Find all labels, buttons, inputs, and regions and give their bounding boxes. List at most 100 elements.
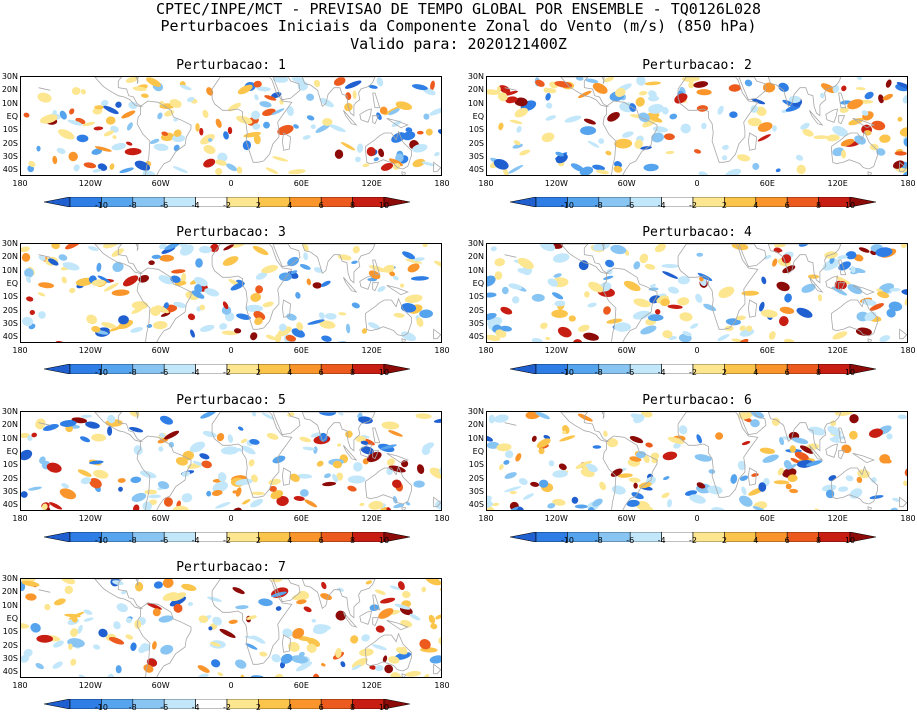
wind-perturbation-blob xyxy=(340,142,356,151)
wind-perturbation-blob xyxy=(902,171,907,175)
wind-perturbation-blob xyxy=(878,94,884,104)
wind-perturbation-blob xyxy=(236,166,243,174)
wind-perturbation-blob xyxy=(679,312,693,322)
coastline xyxy=(738,77,767,101)
wind-perturbation-blob xyxy=(845,475,854,482)
wind-perturbation-blob xyxy=(264,95,277,101)
wind-perturbation-blob xyxy=(496,86,501,94)
wind-perturbation-blob xyxy=(902,94,907,104)
coastline xyxy=(504,422,517,426)
wind-perturbation-blob xyxy=(155,305,169,314)
latitude-label: 20S xyxy=(468,305,484,315)
colorbar-label: 10 xyxy=(378,536,390,545)
wind-perturbation-blob xyxy=(96,262,102,272)
wind-perturbation-blob xyxy=(21,246,30,253)
wind-perturbation-blob xyxy=(223,244,234,251)
wind-perturbation-blob xyxy=(535,412,550,420)
wind-perturbation-blob xyxy=(421,446,431,456)
coastline xyxy=(747,467,758,486)
wind-perturbation-blob xyxy=(191,290,205,299)
wind-perturbation-blob xyxy=(784,293,792,303)
wind-perturbation-blob xyxy=(850,265,856,274)
colorbar-label: -4 xyxy=(657,201,666,210)
wind-perturbation-blob xyxy=(142,501,152,510)
colorbar-label: 10 xyxy=(844,536,856,545)
wind-perturbation-blob xyxy=(293,124,299,129)
wind-perturbation-blob xyxy=(388,465,406,473)
wind-perturbation-blob xyxy=(333,77,346,86)
wind-perturbation-blob xyxy=(252,245,269,256)
wind-perturbation-blob xyxy=(892,160,905,169)
coastline xyxy=(38,422,51,426)
wind-perturbation-blob xyxy=(677,275,690,285)
colorbar-label: -8 xyxy=(128,703,137,712)
wind-perturbation-blob xyxy=(113,621,121,630)
wind-perturbation-blob xyxy=(507,164,524,174)
coastline xyxy=(211,412,293,498)
wind-perturbation-blob xyxy=(503,90,518,96)
colorbar-label: -10 xyxy=(560,368,574,377)
wind-perturbation-blob xyxy=(430,623,438,630)
wind-perturbation-blob xyxy=(158,433,166,438)
wind-perturbation-blob xyxy=(558,463,567,471)
wind-perturbation-blob xyxy=(319,432,328,442)
wind-perturbation-blob xyxy=(59,488,77,500)
colorbar-label: -8 xyxy=(128,536,137,545)
wind-perturbation-blob xyxy=(498,464,504,471)
header-line-3: Valido para: 2020121400Z xyxy=(350,35,567,53)
latitude-label: 30N xyxy=(1,72,18,81)
wind-perturbation-blob xyxy=(302,135,311,140)
wind-perturbation-blob xyxy=(365,580,373,585)
coastline xyxy=(211,77,293,163)
wind-perturbation-blob xyxy=(143,664,154,673)
wind-perturbation-blob xyxy=(221,305,232,315)
colorbar-label: -10 xyxy=(94,201,108,210)
latitude-label: 40S xyxy=(468,165,484,175)
longitude-label: 60E xyxy=(293,179,309,188)
wind-perturbation-blob xyxy=(516,126,522,133)
wind-perturbation-blob xyxy=(429,107,441,116)
wind-perturbation-blob xyxy=(423,113,430,120)
colorbar-swatch xyxy=(383,196,411,208)
wind-perturbation-blob xyxy=(134,619,142,629)
wind-perturbation-blob xyxy=(585,463,598,473)
colorbar: -10 -8 -6 -4 -2 2 4 6 8 10 xyxy=(43,359,411,379)
longitude-label: 0 xyxy=(694,179,700,188)
coastline xyxy=(359,108,373,123)
latitude-label: EQ xyxy=(6,278,18,288)
latitude-label: 40S xyxy=(468,500,484,510)
wind-perturbation-blob xyxy=(271,108,285,116)
wind-perturbation-blob xyxy=(564,115,582,123)
wind-perturbation-blob xyxy=(199,245,212,254)
wind-perturbation-blob xyxy=(897,414,907,420)
wind-perturbation-blob xyxy=(80,88,86,95)
wind-perturbation-blob xyxy=(587,507,595,510)
wind-perturbation-blob xyxy=(632,310,651,320)
wind-perturbation-blob xyxy=(849,430,858,440)
wind-perturbation-blob xyxy=(662,330,673,339)
wind-perturbation-blob xyxy=(259,651,268,657)
wind-perturbation-blob xyxy=(775,168,781,173)
wind-perturbation-blob xyxy=(299,436,312,443)
wind-perturbation-blob xyxy=(340,661,346,668)
wind-perturbation-blob xyxy=(250,332,258,341)
wind-perturbation-blob xyxy=(487,435,493,442)
wind-perturbation-blob xyxy=(306,643,317,653)
wind-perturbation-blob xyxy=(383,264,395,273)
wind-perturbation-blob xyxy=(724,168,742,175)
wind-perturbation-blob xyxy=(347,485,357,492)
wind-perturbation-blob xyxy=(889,287,901,292)
wind-perturbation-blob xyxy=(776,281,790,292)
wind-perturbation-blob xyxy=(379,106,388,115)
latitude-label: EQ xyxy=(472,446,484,456)
wind-perturbation-blob xyxy=(366,147,376,157)
panel-title: Perturbacao: 6 xyxy=(642,393,752,408)
colorbar-label: -4 xyxy=(657,536,666,545)
wind-perturbation-blob xyxy=(101,322,117,329)
wind-perturbation-blob xyxy=(821,83,836,94)
wind-perturbation-blob xyxy=(519,149,531,156)
wind-perturbation-blob xyxy=(575,460,592,469)
wind-perturbation-blob xyxy=(274,673,284,677)
wind-perturbation-blob xyxy=(124,147,142,156)
coastline xyxy=(38,589,51,593)
